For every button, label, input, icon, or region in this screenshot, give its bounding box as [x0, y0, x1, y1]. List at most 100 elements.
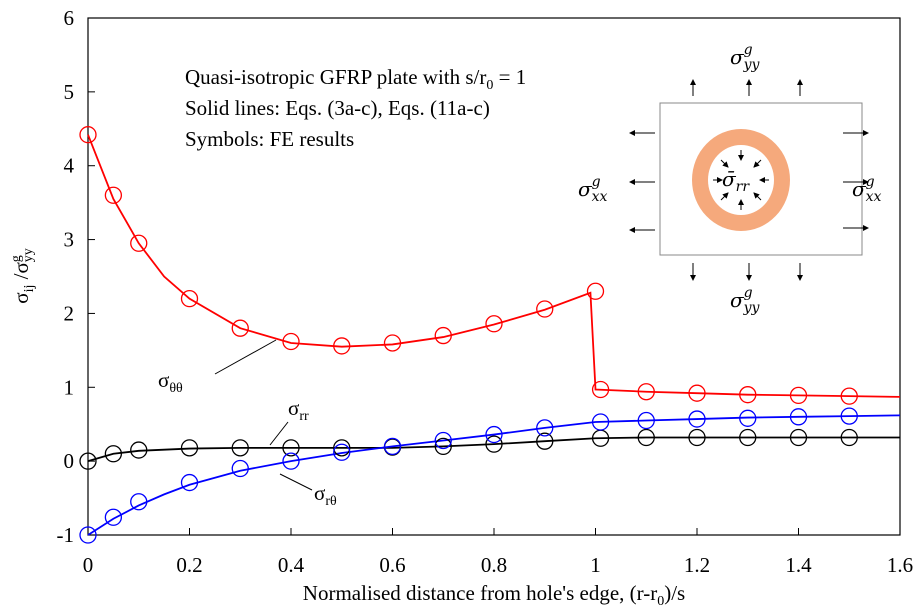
note-part: = 1 [493, 65, 526, 89]
label-sub: rr [299, 409, 309, 424]
fe-symbol [591, 413, 610, 431]
fe-symbol [333, 337, 351, 355]
fe-symbol [282, 452, 300, 470]
label-base: σ [314, 481, 325, 505]
y-label-part: σ [9, 292, 33, 303]
x-axis-label: Normalised distance from hole's edge, (r… [303, 581, 685, 609]
note-part: Quasi-isotropic GFRP plate with s/r [185, 65, 486, 89]
fe-symbol [688, 384, 706, 402]
fe-symbol [383, 334, 402, 352]
sub: rr [736, 179, 751, 195]
y-tick-label: 3 [64, 228, 75, 252]
inset: σg yy σg yy σg xx σg xx σ̄rr [578, 42, 882, 316]
note-line: Symbols: FE results [185, 127, 354, 151]
fe-symbol [840, 407, 858, 425]
fe-symbol [79, 126, 97, 144]
fe-symbol [637, 411, 655, 430]
sup: g [592, 174, 601, 190]
inset-label: σ̄rr [722, 167, 750, 195]
fe-symbol [739, 386, 757, 404]
fe-symbol [536, 300, 554, 318]
fe-symbol [79, 452, 97, 470]
sup: g [866, 174, 875, 190]
base: σ [852, 177, 867, 201]
sub: xx [866, 189, 882, 205]
fe-symbol [485, 425, 503, 444]
fe-symbol [130, 234, 148, 252]
x-tick-label: 0.4 [278, 553, 305, 577]
fe-symbol [104, 508, 123, 526]
fe-symbol [591, 380, 610, 399]
base: σ [578, 177, 593, 201]
fe-symbol [789, 428, 808, 447]
base: σ [730, 45, 745, 69]
fe-symbol [130, 493, 148, 511]
fe-symbol [789, 408, 808, 426]
y-label-sup: g [9, 255, 24, 262]
fe-symbol [688, 428, 706, 447]
fe-symbol [333, 443, 351, 461]
x-tick-label: 1.2 [684, 553, 710, 577]
fe-symbol [104, 186, 123, 204]
fe-symbol [231, 459, 249, 478]
fe-symbol [180, 473, 199, 492]
leader-line [214, 339, 277, 375]
sup: g [744, 42, 753, 58]
y-tick-label: 5 [64, 80, 75, 104]
fe-symbol [739, 409, 757, 427]
fe-symbol [130, 441, 148, 459]
fe-symbol [637, 428, 655, 447]
curve-label: σrr [288, 396, 309, 424]
y-tick-label: 4 [64, 154, 75, 178]
y-tick-label: 2 [64, 301, 75, 325]
fe-symbol [180, 439, 199, 457]
sup: g [744, 285, 753, 301]
fe-symbol [434, 326, 452, 345]
fe-symbol [586, 282, 605, 300]
x-tick-label: 0.2 [176, 553, 202, 577]
fe-symbol [434, 431, 452, 450]
curve [87, 436, 900, 463]
fe-symbol [79, 526, 97, 544]
fe-symbol [688, 410, 706, 428]
y-tick-label: -1 [57, 523, 75, 547]
note-line: Quasi-isotropic GFRP plate with s/r0 = 1 [185, 65, 526, 93]
fe-symbol [282, 332, 300, 351]
fe-symbol [282, 439, 300, 457]
y-axis-label: σij /σgyy [9, 248, 37, 304]
y-tick-label: 1 [64, 375, 75, 399]
y-label-sub: yy [21, 248, 36, 262]
note-sub: 0 [486, 78, 493, 93]
x-tick-label: 0.6 [379, 553, 405, 577]
arrows [629, 79, 869, 281]
y-tick-label: 0 [64, 449, 75, 473]
fe-symbol [637, 383, 655, 401]
fe-symbol [231, 439, 249, 457]
x-tick-label: 1.4 [785, 553, 812, 577]
sub: xx [592, 189, 608, 205]
x-tick-label: 0 [83, 553, 94, 577]
curve [87, 414, 901, 536]
fe-symbol [231, 319, 249, 337]
label-base: σ [288, 396, 299, 420]
label-base: σ [158, 368, 169, 392]
fe-symbol [333, 439, 351, 457]
fe-symbol [180, 290, 199, 308]
sub: yy [743, 57, 761, 73]
y-label-part: /σ [9, 262, 33, 284]
label-sub: θθ [169, 381, 183, 396]
inset-label: σg yy [730, 42, 761, 73]
x-tick-label: 1 [590, 553, 601, 577]
curve-label: σθθ [158, 368, 183, 396]
x-label-sub: 0 [657, 594, 664, 609]
x-label-part: Normalised distance from hole's edge, (r… [303, 581, 657, 605]
fe-symbol [485, 315, 503, 333]
leader-line [269, 421, 289, 446]
fe-symbol [536, 432, 554, 450]
fe-symbol [434, 437, 452, 456]
y-label-sub: ij [22, 285, 37, 293]
leader-line [279, 473, 313, 491]
x-tick-label: 1.6 [887, 553, 913, 577]
fe-symbol [485, 435, 503, 453]
